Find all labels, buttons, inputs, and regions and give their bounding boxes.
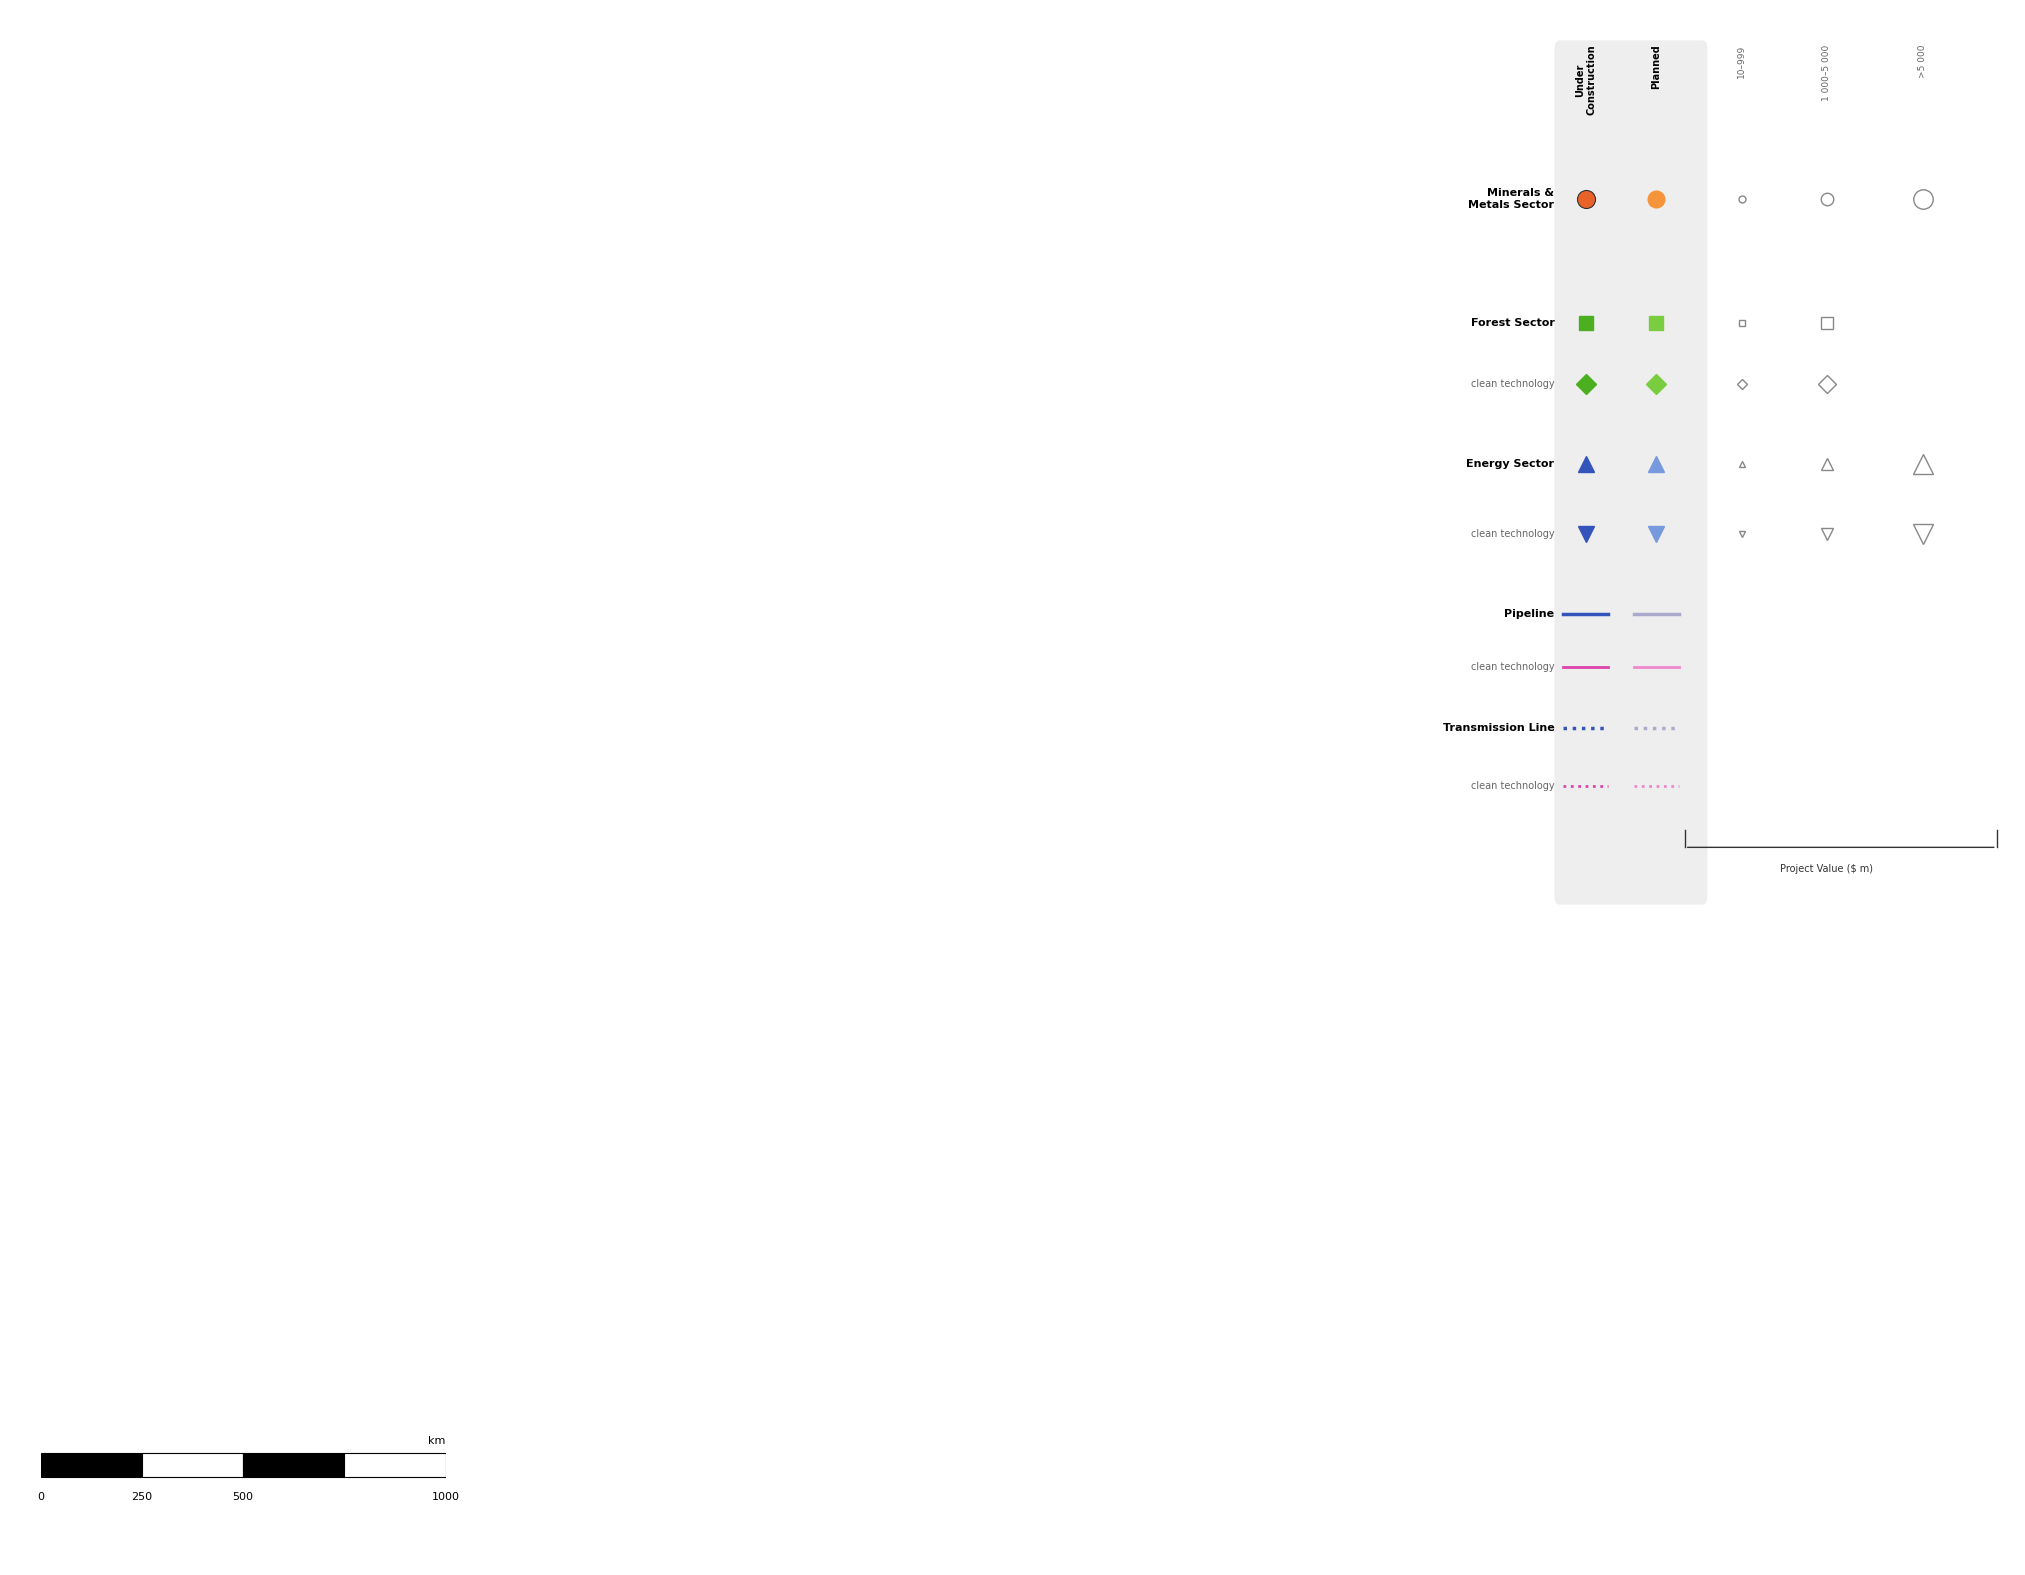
- Text: 1 000–5 000: 1 000–5 000: [1822, 44, 1831, 101]
- Text: Planned: Planned: [1652, 44, 1660, 90]
- Text: clean technology: clean technology: [1470, 781, 1555, 791]
- Text: Under
Construction: Under Construction: [1575, 44, 1596, 115]
- Bar: [344, 1452, 446, 1477]
- Text: Minerals &
Metals Sector: Minerals & Metals Sector: [1468, 189, 1555, 209]
- Text: Forest Sector: Forest Sector: [1470, 318, 1555, 328]
- Text: clean technology: clean technology: [1470, 662, 1555, 671]
- Text: Pipeline: Pipeline: [1505, 608, 1555, 619]
- FancyBboxPatch shape: [1555, 41, 1707, 904]
- Bar: [243, 1452, 344, 1477]
- Bar: [142, 1452, 243, 1477]
- Text: 0: 0: [40, 1436, 47, 1446]
- Text: Project Value ($ m): Project Value ($ m): [1780, 865, 1873, 874]
- Text: 250: 250: [132, 1493, 152, 1503]
- Text: km: km: [427, 1436, 446, 1446]
- Text: 0: 0: [36, 1493, 45, 1503]
- Bar: [40, 1452, 142, 1477]
- Text: >5 000: >5 000: [1918, 44, 1928, 79]
- Text: 500: 500: [233, 1493, 253, 1503]
- Text: clean technology: clean technology: [1470, 380, 1555, 389]
- Text: Energy Sector: Energy Sector: [1466, 458, 1555, 469]
- Text: clean technology: clean technology: [1470, 529, 1555, 539]
- Text: 1000: 1000: [431, 1493, 460, 1503]
- Text: 10–999: 10–999: [1737, 44, 1746, 79]
- Text: Transmission Line: Transmission Line: [1442, 723, 1555, 734]
